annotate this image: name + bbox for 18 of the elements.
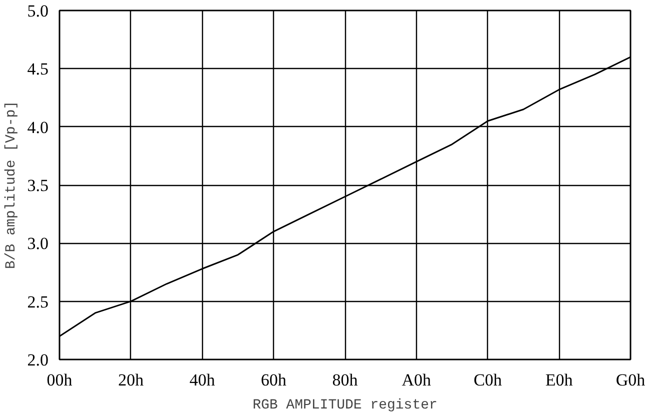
y-tick-label: 4.0 xyxy=(27,118,48,137)
y-tick-label: 3.0 xyxy=(27,234,48,254)
x-tick-label: A0h xyxy=(402,370,432,390)
x-axis-title: RGB AMPLITUDE register xyxy=(252,398,438,414)
x-tick-label: G0h xyxy=(616,370,646,390)
y-tick-label: 3.5 xyxy=(27,176,48,195)
y-tick-label: 5.0 xyxy=(27,2,48,20)
y-tick-label: 2.0 xyxy=(27,350,48,370)
y-tick-label: 4.5 xyxy=(27,60,48,79)
y-tick-label: 2.5 xyxy=(27,292,48,312)
x-tick-label: C0h xyxy=(474,370,502,390)
x-tick-label: 80h xyxy=(332,370,358,390)
y-axis-title: B/B amplitude [Vp-p] xyxy=(3,100,20,270)
x-tick-label: 20h xyxy=(118,370,144,390)
x-tick-label: E0h xyxy=(545,370,574,390)
x-tick-label: 40h xyxy=(190,370,216,390)
x-tick-label: 60h xyxy=(260,370,287,390)
x-tick-label: 00h xyxy=(46,370,73,390)
